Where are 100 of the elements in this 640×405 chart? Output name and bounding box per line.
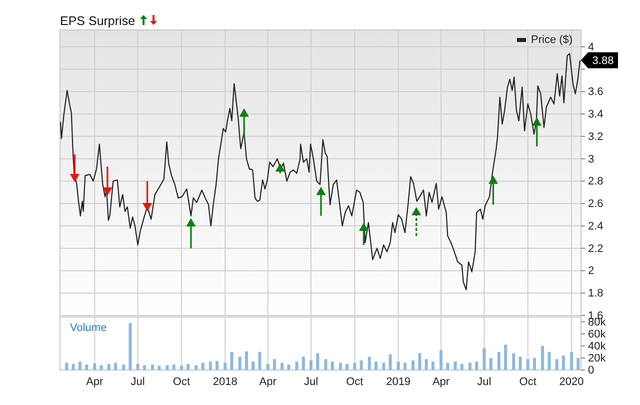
bar [287, 364, 290, 370]
x-tick-label: Jul [304, 376, 318, 388]
bar [107, 364, 110, 370]
bar [316, 353, 320, 370]
bar [533, 358, 536, 370]
bar [85, 364, 88, 370]
bar [78, 362, 82, 370]
legend-label: Price ($) [531, 34, 573, 46]
bar [489, 358, 492, 370]
x-tick-label: Oct [172, 376, 190, 388]
bar [172, 364, 176, 370]
bar [460, 364, 464, 370]
bar [504, 344, 508, 370]
y-tick-label: 3.4 [588, 108, 604, 120]
point [186, 218, 196, 226]
bar [360, 360, 363, 370]
bar [100, 365, 103, 370]
bar [224, 362, 227, 370]
bar [440, 350, 443, 370]
bar [186, 364, 190, 370]
bar [114, 362, 118, 370]
bar [446, 362, 450, 370]
bar [302, 356, 305, 370]
bar [272, 359, 276, 370]
y-tick-label: 20k [588, 352, 606, 364]
y-tick-label: 2.8 [588, 176, 604, 188]
point [532, 117, 542, 126]
y-tick-label: 1.8 [588, 288, 604, 300]
bar [252, 362, 255, 370]
point [358, 222, 368, 231]
bar [512, 353, 516, 370]
bar [122, 364, 126, 370]
x-tick-label: 2020 [559, 376, 584, 388]
bar [518, 356, 522, 370]
bar [142, 365, 146, 370]
y-tick-label: 0 [588, 364, 594, 377]
bar [541, 346, 544, 370]
bar [201, 362, 204, 370]
x-tick-label: Apr [86, 376, 104, 388]
x-tick-label: Jul [477, 376, 492, 388]
bar [194, 365, 198, 370]
bar [576, 358, 580, 370]
annotation: 3.88 [592, 55, 614, 68]
y-tick-label: 40k [588, 340, 606, 352]
bar [151, 364, 154, 370]
bar [548, 352, 551, 370]
point [488, 176, 498, 184]
point [316, 186, 326, 196]
bar [158, 366, 161, 370]
bar [346, 364, 349, 370]
bar [280, 362, 284, 370]
x-tick-label: Apr [432, 376, 450, 388]
bar [412, 360, 415, 370]
point [275, 163, 285, 172]
bar [526, 359, 530, 370]
y-tick-label: 2.4 [588, 220, 604, 232]
bar [258, 352, 262, 370]
y-tick-label: 2.6 [588, 198, 604, 210]
bar [403, 362, 406, 370]
bar [216, 360, 219, 370]
y-tick-label: 60k [588, 328, 606, 340]
bar [324, 359, 328, 370]
point [239, 108, 249, 117]
y-tick-label: 3 [588, 153, 594, 166]
x-tick-label: 2019 [386, 376, 411, 388]
bar [562, 356, 565, 370]
chart-title: EPS Surprise [60, 14, 136, 28]
bar [382, 362, 386, 370]
bar [396, 362, 400, 370]
bar [454, 362, 457, 370]
x-tick-label: 2018 [212, 376, 238, 388]
y-tick-label: 80k [588, 316, 606, 328]
bar [128, 323, 132, 370]
bar [374, 362, 378, 370]
y-tick-label: 2 [588, 265, 594, 278]
x-tick-label: Oct [519, 376, 536, 388]
bar [468, 362, 472, 370]
x-tick-label: Oct [346, 376, 364, 388]
y-tick-label: 3.2 [588, 130, 604, 143]
chart-title: Volume [70, 322, 107, 334]
bar [570, 352, 574, 370]
bar [497, 352, 500, 370]
bar [208, 362, 212, 370]
bar [266, 364, 270, 370]
bar [330, 362, 334, 370]
bar [338, 362, 342, 370]
x-tick-label: Jul [130, 376, 145, 388]
bar [244, 351, 248, 370]
y-tick-label: 4 [588, 41, 594, 54]
bar [388, 354, 392, 370]
bar [93, 363, 96, 370]
y-tick-label: 3.6 [588, 86, 604, 98]
bar [136, 364, 140, 370]
bar [310, 360, 313, 370]
bar [230, 352, 234, 370]
bar [424, 359, 428, 370]
bar [166, 365, 169, 370]
bar [180, 366, 183, 370]
bar [295, 362, 298, 370]
bar [475, 362, 478, 370]
